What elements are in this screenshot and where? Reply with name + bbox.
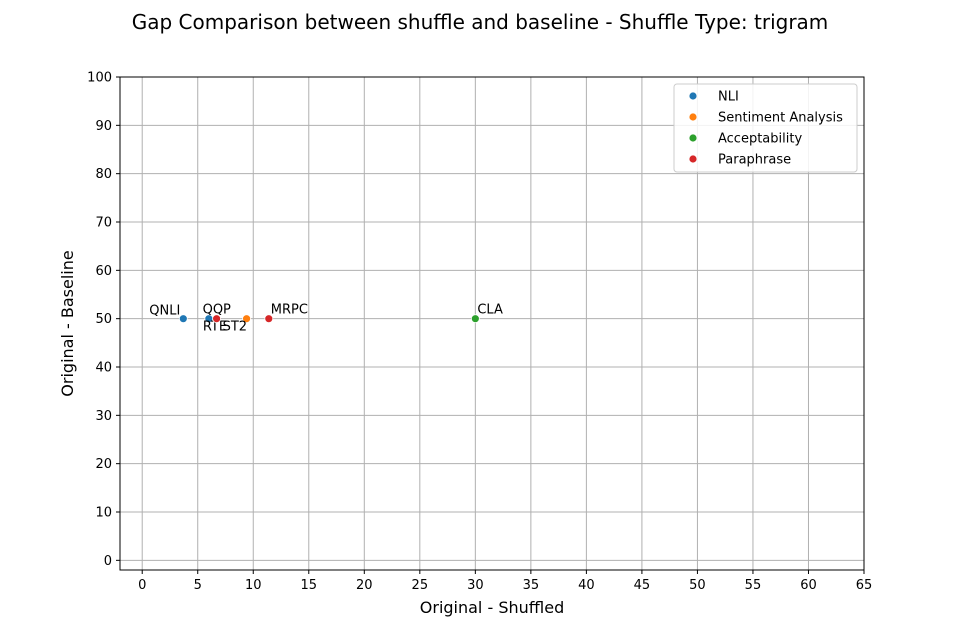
- y-tick-label: 0: [104, 554, 112, 569]
- legend-box: [673, 83, 858, 173]
- point-label: RTE: [203, 320, 227, 335]
- data-point: [470, 314, 480, 324]
- y-tick-label: 10: [95, 506, 112, 521]
- data-point: [212, 314, 222, 324]
- data-points: QNLI RTE QQP ST2 MRPC CLA: [149, 303, 503, 335]
- point-label: QNLI: [149, 304, 180, 319]
- x-axis-ticks: 0 5 10 15 20 25 30 35 40 45 50 55 60 65: [138, 570, 872, 593]
- x-tick-label: 65: [856, 578, 873, 593]
- y-tick-label: 70: [95, 216, 112, 231]
- legend-marker: [688, 91, 698, 101]
- x-tick-label: 55: [745, 578, 762, 593]
- x-tick-label: 30: [467, 578, 484, 593]
- y-tick-label: 50: [95, 312, 112, 327]
- legend-marker: [688, 154, 698, 164]
- x-tick-label: 15: [301, 578, 318, 593]
- plot-area: [119, 76, 865, 571]
- x-tick-label: 5: [194, 578, 202, 593]
- y-tick-label: 100: [87, 71, 112, 86]
- data-point: [264, 314, 274, 324]
- y-axis-label: Original - Baseline: [58, 250, 77, 396]
- x-tick-label: 45: [634, 578, 651, 593]
- legend-label: Sentiment Analysis: [718, 111, 843, 126]
- y-tick-label: 30: [95, 409, 112, 424]
- x-axis-label: Original - Shuffled: [420, 598, 564, 617]
- legend-marker: [688, 112, 698, 122]
- y-tick-label: 90: [95, 119, 112, 134]
- chart-title: Gap Comparison between shuffle and basel…: [132, 10, 829, 34]
- point-label: CLA: [477, 303, 503, 318]
- x-tick-label: 0: [138, 578, 146, 593]
- y-tick-label: 80: [95, 167, 112, 182]
- data-point: [242, 314, 251, 324]
- legend-label: NLI: [718, 90, 739, 105]
- x-tick-label: 35: [523, 578, 540, 593]
- point-label: ST2: [223, 320, 247, 335]
- legend: NLI Sentiment Analysis Acceptability Paraph…: [673, 83, 858, 173]
- data-point: [178, 314, 188, 324]
- point-label: MRPC: [271, 303, 308, 318]
- x-tick-label: 25: [412, 578, 429, 593]
- y-axis-ticks: 0 10 20 30 40 50 60 70 80 90 100: [87, 71, 120, 569]
- x-tick-label: 60: [800, 578, 817, 593]
- y-tick-label: 40: [95, 361, 112, 376]
- point-label: QQP: [203, 303, 231, 318]
- legend-label: Acceptability: [718, 132, 802, 147]
- x-tick-label: 40: [578, 578, 595, 593]
- y-tick-label: 20: [95, 457, 112, 472]
- x-tick-label: 50: [689, 578, 706, 593]
- legend-marker: [688, 133, 698, 143]
- x-tick-label: 20: [356, 578, 373, 593]
- x-tick-label: 10: [245, 578, 262, 593]
- y-tick-label: 60: [95, 264, 112, 279]
- legend-label: Paraphrase: [718, 153, 791, 168]
